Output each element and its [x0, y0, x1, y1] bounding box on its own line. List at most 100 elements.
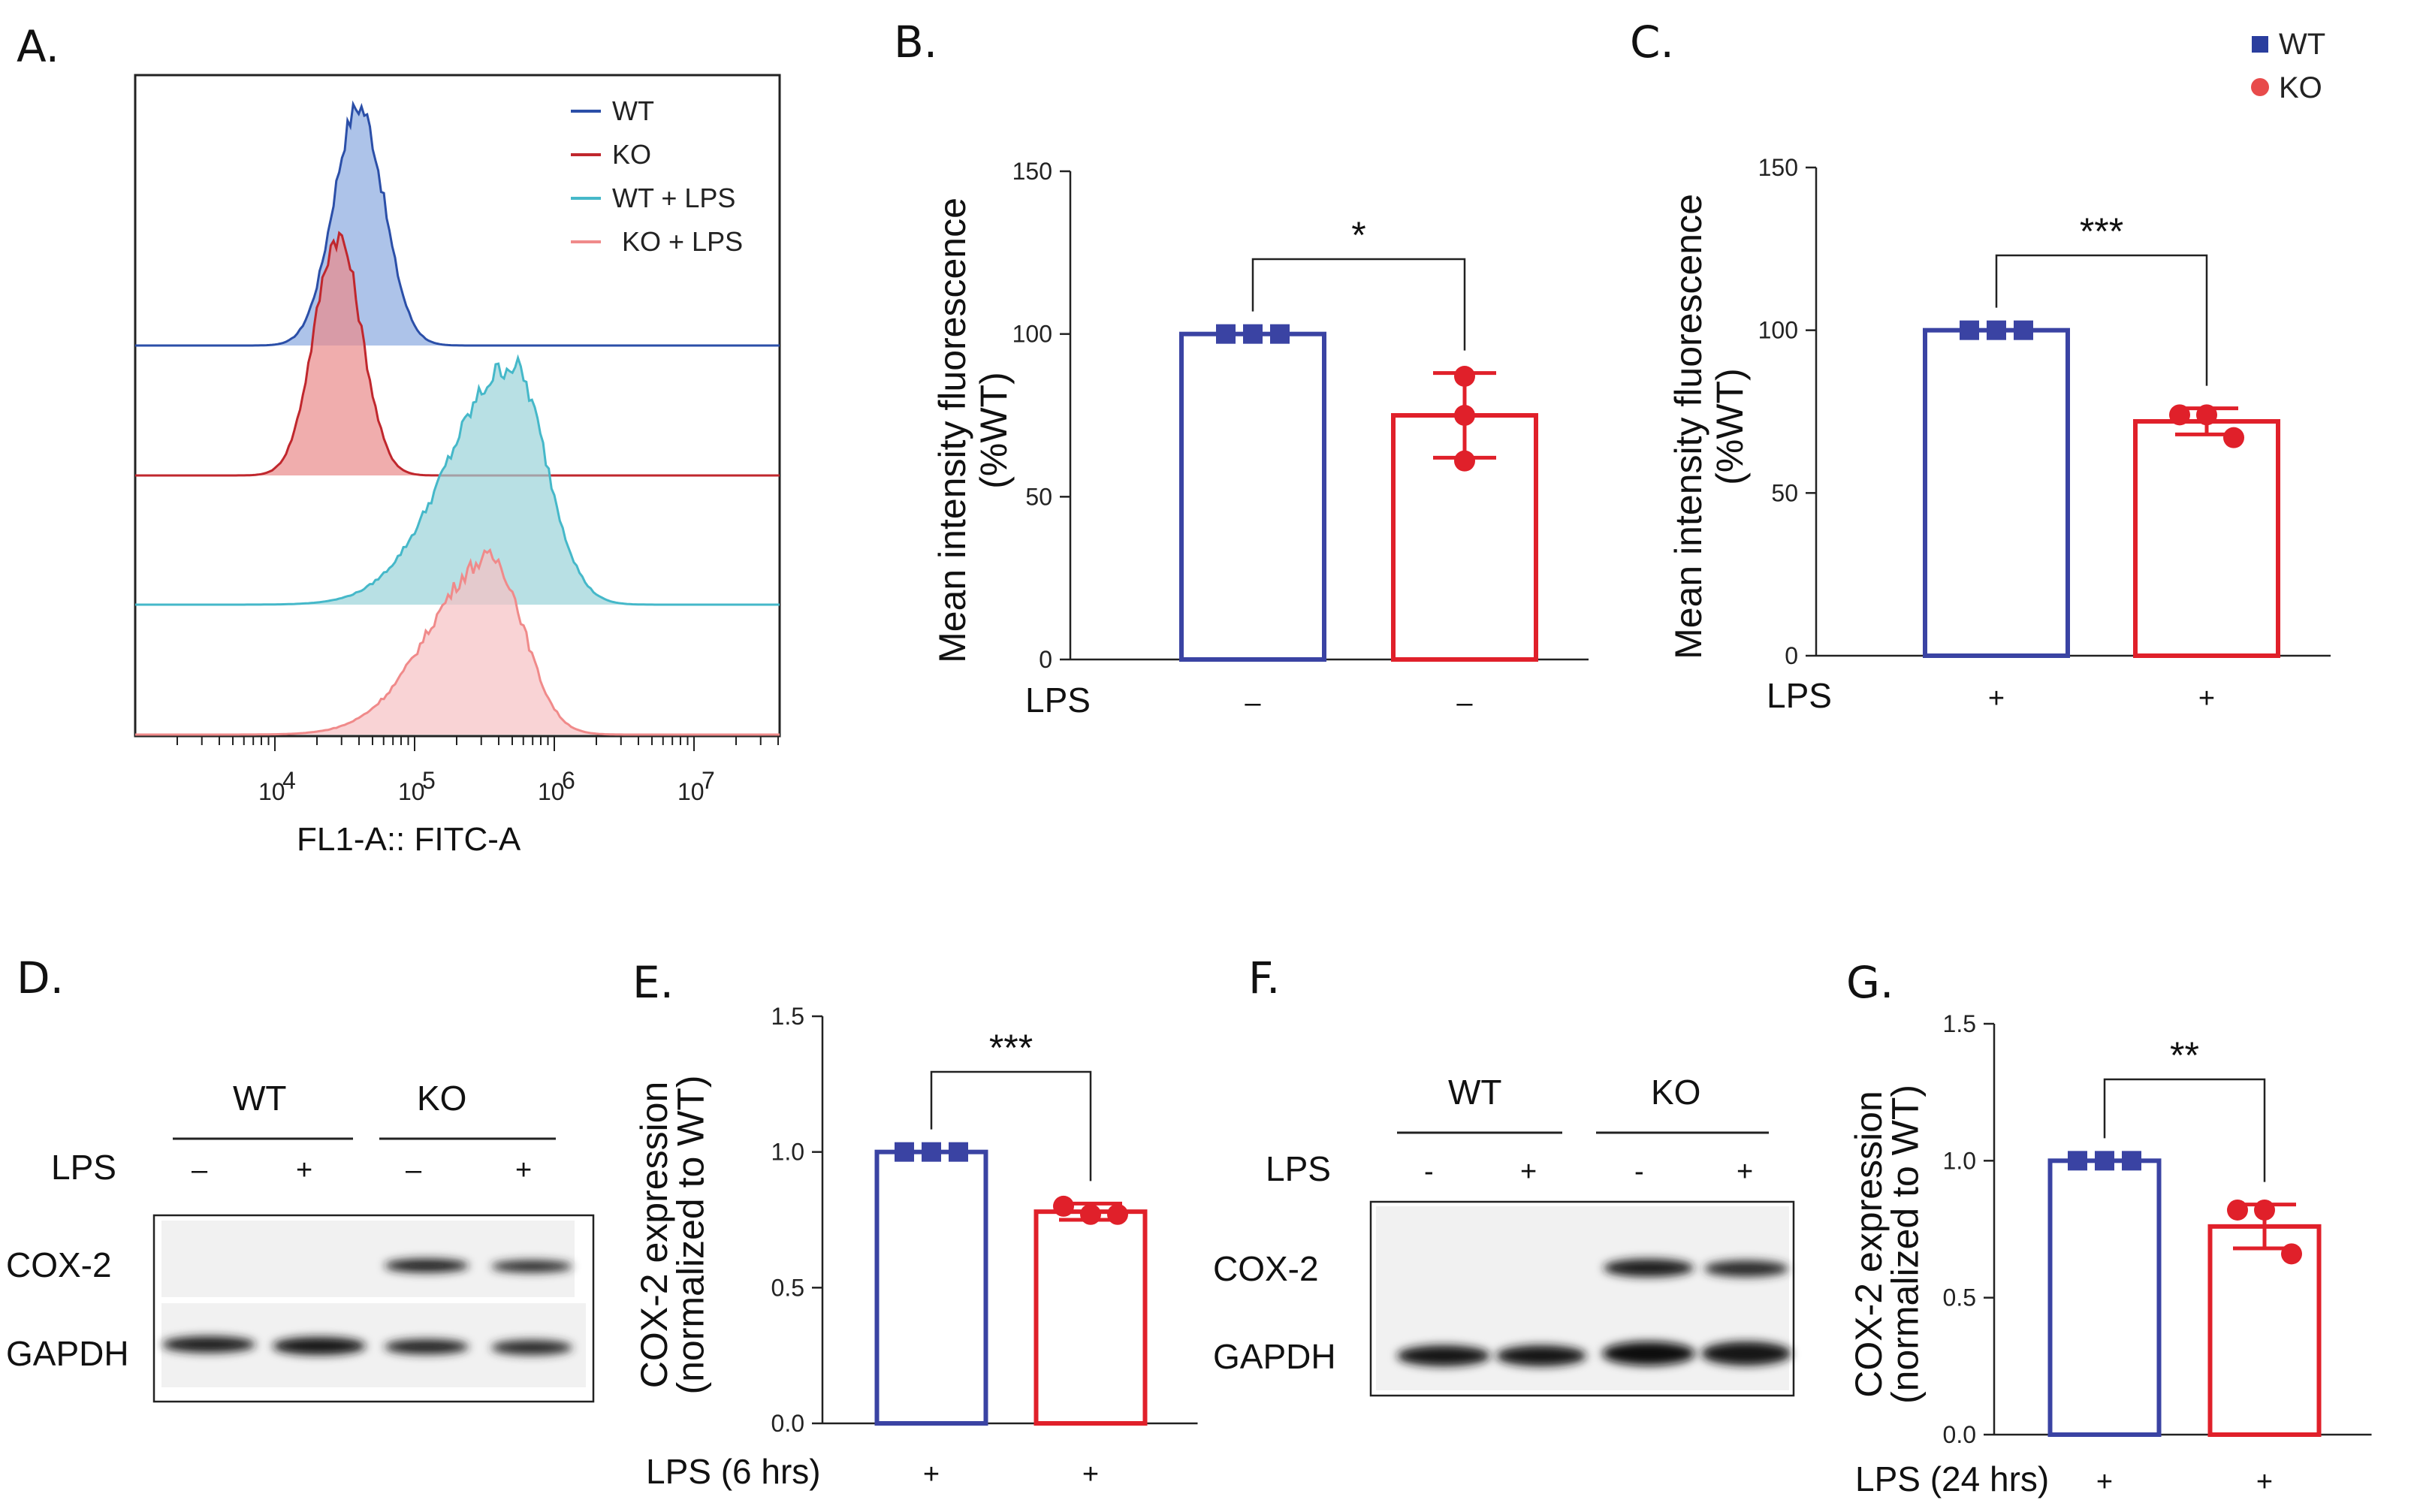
blot-f-gapdh-band-4	[1701, 1341, 1791, 1366]
data-point-ko	[1454, 450, 1475, 472]
y-tick-label: 1.5	[771, 1003, 804, 1030]
panel-label-g: G.	[1846, 957, 1893, 1008]
x-treatment-label: +	[1988, 683, 2005, 714]
data-point-ko	[1080, 1203, 1101, 1225]
bar-chart-b: 0 50 100 150 Mean intensity fluorescence (%WT…	[931, 158, 1589, 720]
bar-chart-c: 0 50 100 150 Mean intensity fluorescence (%WT…	[1667, 154, 2331, 715]
y-tick-label: 1.0	[771, 1139, 804, 1166]
legend-ko-dot	[2251, 78, 2269, 96]
histogram-legend-label-0: WT	[612, 95, 654, 126]
data-point-wt	[895, 1142, 914, 1162]
histogram-tick-exponent: 7	[702, 767, 715, 794]
y-tick-label: 0	[1039, 646, 1052, 673]
y-axis-title-line-2: (%WT)	[1709, 368, 1751, 485]
significance-label: *	[1351, 214, 1365, 256]
blot-d-lane-4: +	[515, 1154, 532, 1186]
x-treatment-title: LPS (6 hrs)	[646, 1452, 821, 1491]
data-point-ko	[1107, 1203, 1128, 1225]
blot-d-cox2-strip	[161, 1221, 575, 1297]
global-legend: WT KO	[2251, 28, 2325, 104]
data-point-ko	[2169, 404, 2190, 426]
blot-f-lps-label: LPS	[1266, 1149, 1331, 1188]
histogram-tick-label: 10	[258, 778, 285, 805]
x-treatment-title: LPS (24 hrs)	[1855, 1459, 2049, 1498]
y-axis-title-line-2: (normalized to WT)	[669, 1075, 711, 1394]
y-tick-label: 50	[1025, 483, 1052, 510]
y-tick-label: 100	[1758, 317, 1798, 344]
x-treatment-label: +	[2256, 1466, 2273, 1498]
histogram-trace-3	[135, 548, 780, 736]
blot-f-gapdh-band-1	[1397, 1345, 1490, 1366]
blot-f-protein-gapdh: GAPDH	[1213, 1337, 1336, 1376]
y-tick-label: 0.0	[1943, 1421, 1976, 1448]
x-treatment-label: +	[1082, 1459, 1099, 1490]
data-point-ko	[1454, 405, 1475, 426]
data-point-wt	[2014, 320, 2033, 340]
data-point-ko	[1053, 1195, 1074, 1217]
blot-d-gapdh-band-2	[273, 1337, 366, 1355]
histogram-legend: WT KO WT + LPS KO + LPS	[571, 95, 743, 257]
y-axis-title-line-1: Mean intensity fluorescence	[1667, 194, 1709, 659]
blot-d-lps-label: LPS	[51, 1148, 116, 1187]
significance-label: ***	[2080, 210, 2123, 252]
histogram-trace-2	[135, 354, 780, 606]
blot-f-lane-2: +	[1520, 1156, 1537, 1188]
histogram-tick-exponent: 5	[422, 767, 436, 794]
histogram-area-2	[135, 358, 780, 605]
bar-chart-e: 0.0 0.5 1.0 1.5 COX-2 expression(normalized …	[633, 1003, 1198, 1491]
y-axis-title-line-2: (%WT)	[973, 372, 1015, 489]
panel-label-b: B.	[894, 17, 937, 68]
histogram-tick-exponent: 4	[282, 767, 296, 794]
blot-d-lane-2: +	[296, 1154, 312, 1186]
blot-d-gapdh-band-3	[385, 1339, 469, 1354]
blot-d-gapdh-band-4	[491, 1340, 572, 1355]
blot-f-lane-3: -	[1634, 1156, 1644, 1188]
histogram-traces	[135, 100, 780, 736]
significance-label: ***	[989, 1027, 1033, 1069]
data-point-ko	[2254, 1199, 2275, 1221]
y-tick-label: 1.0	[1943, 1147, 1976, 1174]
western-blot-d: WT KO LPS – + – + COX-2 GAPDH	[6, 1079, 595, 1403]
x-treatment-title: LPS	[1767, 676, 1832, 715]
legend-wt-label: WT	[2279, 28, 2325, 61]
bar-wt	[2047, 1158, 2162, 1438]
y-tick-label: 50	[1771, 479, 1798, 506]
bar-wt	[1923, 327, 2070, 658]
western-blot-f: WT KO LPS - + - + COX-2 GAPDH	[1213, 1073, 1795, 1397]
blot-d-group-wt: WT	[233, 1079, 287, 1118]
y-tick-label: 100	[1012, 321, 1052, 348]
y-tick-label: 0.0	[771, 1410, 804, 1437]
histogram-legend-label-1: KO	[612, 139, 651, 170]
blot-f-cox2-band-3	[1604, 1259, 1694, 1277]
blot-d-protein-cox2: COX-2	[6, 1245, 112, 1284]
histogram-trace-0	[135, 100, 780, 347]
data-point-wt	[2122, 1151, 2141, 1171]
blot-f-cox2-band-4	[1704, 1260, 1788, 1277]
bar-ko	[2207, 1224, 2322, 1438]
data-point-wt	[1243, 324, 1263, 344]
blot-d-gapdh-band-1	[162, 1336, 255, 1353]
data-point-ko	[2196, 404, 2217, 426]
blot-f-group-wt: WT	[1448, 1073, 1502, 1112]
data-point-wt	[1987, 320, 2006, 340]
blot-d-group-ko: KO	[417, 1079, 466, 1118]
data-point-wt	[922, 1142, 941, 1162]
x-treatment-label: –	[1245, 687, 1261, 719]
blot-d-lane-3: –	[406, 1154, 422, 1186]
blot-f-lane-1: -	[1424, 1156, 1434, 1188]
significance-bracket	[1251, 258, 1466, 351]
x-treatment-label: –	[1456, 687, 1473, 719]
y-tick-label: 0.5	[1943, 1284, 1976, 1311]
y-tick-label: 0	[1785, 642, 1798, 669]
bar-chart-g: 0.0 0.5 1.0 1.5 COX-2 expression(normalized …	[1848, 1010, 2372, 1498]
histogram-frame	[134, 74, 781, 738]
y-tick-label: 150	[1012, 158, 1052, 185]
histogram-tick-label: 10	[538, 778, 565, 805]
histogram-legend-label-2: WT + LPS	[612, 183, 735, 213]
blot-d-protein-gapdh: GAPDH	[6, 1334, 129, 1373]
blot-d-lane-1: –	[192, 1154, 208, 1186]
x-treatment-label: +	[2198, 683, 2215, 714]
blot-d-cox2-band-4	[491, 1260, 572, 1272]
